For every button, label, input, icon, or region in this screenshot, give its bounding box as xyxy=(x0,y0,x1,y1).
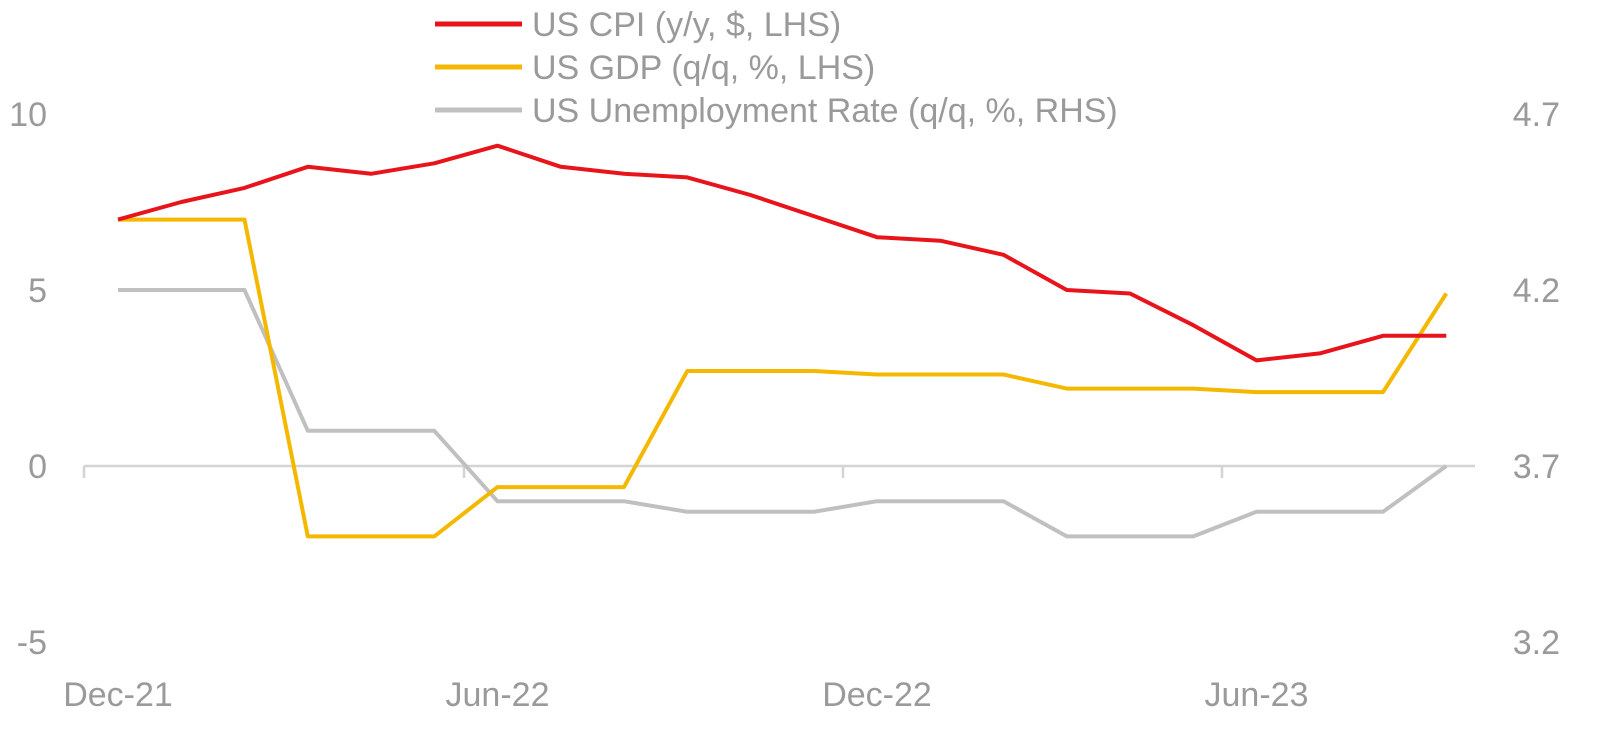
x-tick-label: Jun-23 xyxy=(1205,676,1309,714)
y-left-tick-label: 5 xyxy=(28,272,47,310)
y-right-tick-label: 3.2 xyxy=(1513,624,1560,662)
legend-label: US GDP (q/q, %, LHS) xyxy=(532,49,875,87)
series-line-gdp xyxy=(118,217,1448,539)
series-line-cpi xyxy=(117,143,1447,363)
chart-axes: 10 5 0 -5 4.7 4.2 3.7 3.2 Dec-21 Jun-22 Dec-22 Jun-… xyxy=(9,96,1560,714)
y-right-tick-label: 4.7 xyxy=(1513,96,1560,134)
series-line-unemployment xyxy=(118,288,1448,539)
legend-label: US Unemployment Rate (q/q, %, RHS) xyxy=(532,92,1118,130)
chart-series xyxy=(117,143,1448,539)
y-left-tick-label: -5 xyxy=(17,624,47,662)
x-tick-label: Dec-22 xyxy=(822,676,932,714)
chart-legend: US CPI (y/y, $, LHS) US GDP (q/q, %, LHS)… xyxy=(435,6,1118,130)
y-left-tick-label: 10 xyxy=(9,96,47,134)
legend-label: US CPI (y/y, $, LHS) xyxy=(532,6,841,44)
x-tick-label: Jun-22 xyxy=(446,676,550,714)
y-right-tick-label: 4.2 xyxy=(1513,272,1560,310)
x-tick-label: Dec-21 xyxy=(63,676,173,714)
y-left-tick-label: 0 xyxy=(28,448,47,486)
y-right-tick-label: 3.7 xyxy=(1513,448,1560,486)
